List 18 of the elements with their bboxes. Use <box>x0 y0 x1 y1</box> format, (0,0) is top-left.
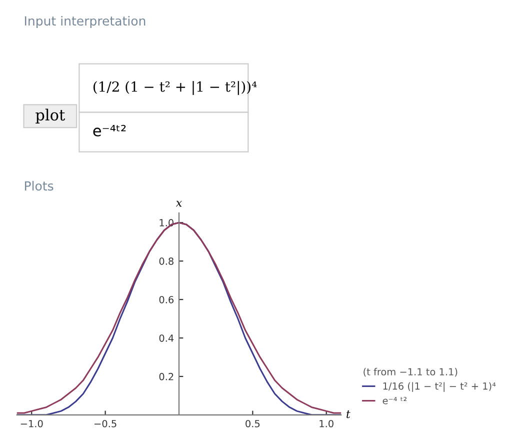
y-tick-label: 0.8 <box>159 258 174 265</box>
legend-label: 1/16 (|1 − t²| − t² + 1)⁴ <box>383 382 496 392</box>
legend-label: e⁻⁴ ᵗ² <box>382 396 407 404</box>
x-axis-title: t <box>346 410 350 418</box>
text: Input interpretation <box>24 16 146 28</box>
legend-title: (t from −1.1 to 1.1) <box>364 368 458 377</box>
text: Plots <box>24 180 54 191</box>
x-tick-label: 1.0 <box>320 420 334 428</box>
text: plot <box>36 108 66 124</box>
y-tick-label: 0.2 <box>159 372 174 380</box>
y-tick-label: 0.4 <box>159 334 174 342</box>
x-tick-label: −0.5 <box>94 420 116 428</box>
text: (1/2 (1 − t² + |1 − t²|))⁴ <box>94 81 257 95</box>
x-tick-label: 0.5 <box>246 420 260 428</box>
y-tick-label: 0.6 <box>159 296 174 304</box>
text: e⁻⁴ᵗ² <box>93 124 126 136</box>
x-tick-label: −1.0 <box>20 420 43 428</box>
y-axis-title: x <box>176 200 182 207</box>
